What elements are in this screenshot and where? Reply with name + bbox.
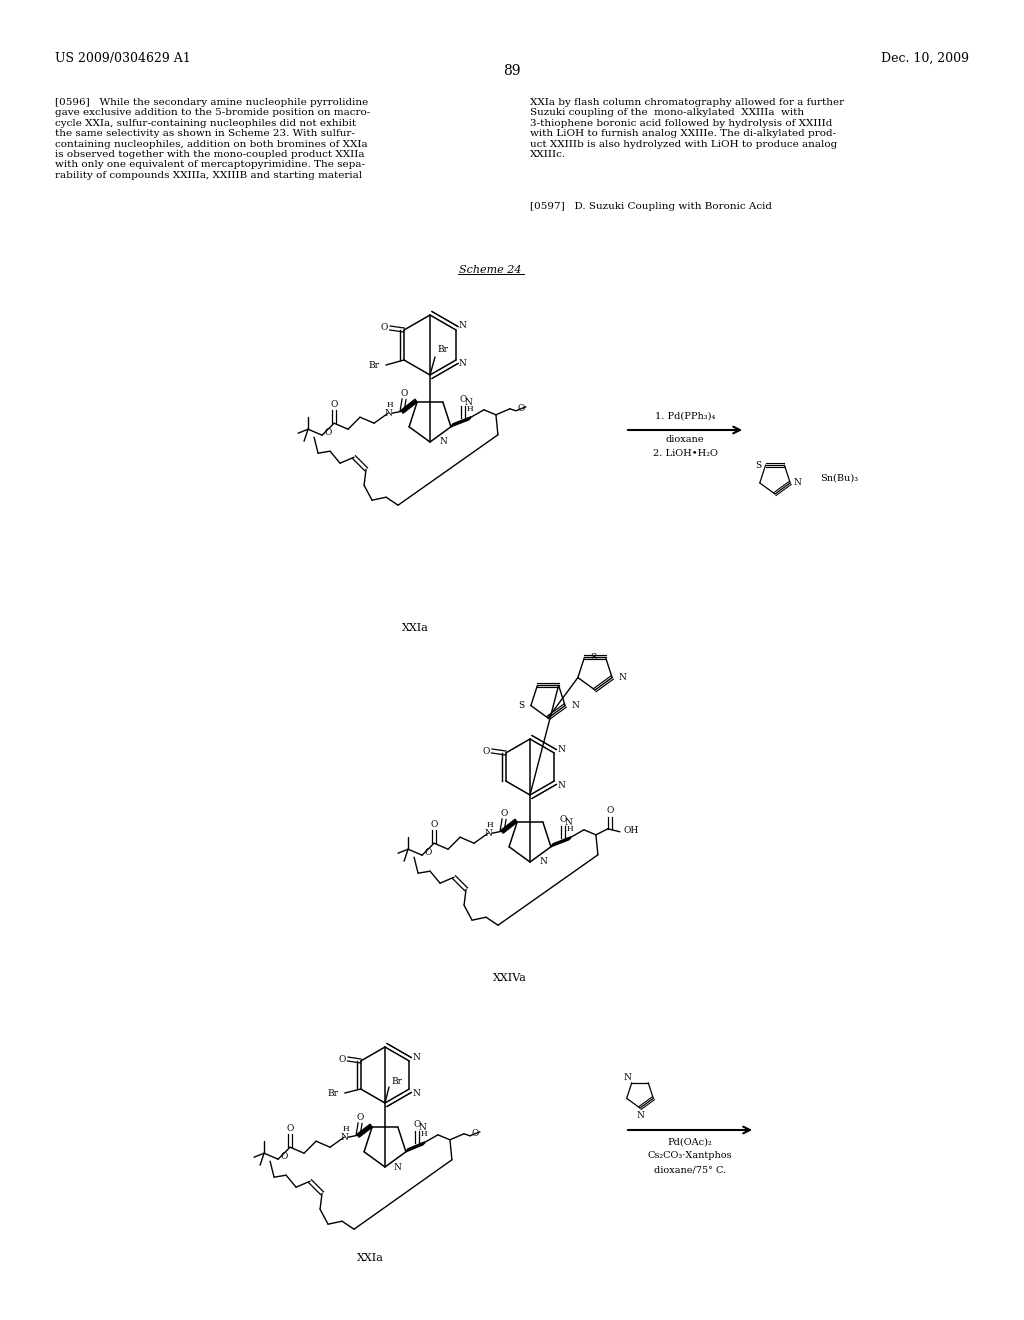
Text: O: O [472,1130,479,1138]
Text: Sn(Bu)₃: Sn(Bu)₃ [820,474,858,483]
Text: O: O [482,747,489,755]
Polygon shape [551,837,571,847]
Text: N: N [557,744,565,754]
Text: XXIa: XXIa [401,623,428,634]
Text: O: O [331,400,338,409]
Text: N: N [794,478,801,487]
Text: N: N [624,1073,632,1081]
Text: Pd(OAc)₂: Pd(OAc)₂ [668,1138,713,1147]
Polygon shape [501,820,517,833]
Text: Br: Br [437,346,449,355]
Polygon shape [406,1142,425,1152]
Text: O: O [559,816,566,824]
Text: N: N [539,858,547,866]
Text: XXIa by flash column chromatography allowed for a further
Suzuki coupling of the: XXIa by flash column chromatography allo… [530,98,844,158]
Text: 89: 89 [503,63,521,78]
Text: O: O [501,809,508,817]
Text: N: N [413,1089,420,1097]
Text: N: N [465,399,473,408]
Text: O: O [338,1055,345,1064]
Text: O: O [281,1152,288,1160]
Text: N: N [413,1052,420,1061]
Text: N: N [557,780,565,789]
Text: O: O [325,428,332,437]
Text: N: N [340,1133,348,1142]
Text: S: S [756,461,762,470]
Text: O: O [287,1123,294,1133]
Text: N: N [439,437,446,446]
Text: O: O [518,404,525,413]
Text: OH: OH [624,826,639,836]
Text: S: S [518,701,524,710]
Text: N: N [384,409,392,417]
Polygon shape [357,1125,372,1138]
Text: dioxane: dioxane [666,436,705,445]
Text: N: N [571,701,579,710]
Text: O: O [414,1121,421,1130]
Text: Br: Br [368,360,379,370]
Text: O: O [425,847,432,857]
Text: [0596]   While the secondary amine nucleophile pyrrolidine
gave exclusive additi: [0596] While the secondary amine nucleop… [55,98,371,180]
Text: H: H [421,1130,427,1138]
Text: S: S [591,653,597,661]
Text: O: O [606,807,613,816]
Text: XXIa: XXIa [356,1253,383,1263]
Polygon shape [451,417,471,426]
Text: Cs₂CO₃·Xantphos: Cs₂CO₃·Xantphos [648,1151,732,1160]
Text: H: H [387,401,393,409]
Text: H: H [467,405,473,413]
Text: N: N [618,673,626,682]
Text: 2. LiOH•H₂O: 2. LiOH•H₂O [652,450,718,458]
Text: Dec. 10, 2009: Dec. 10, 2009 [881,51,969,65]
Text: N: N [636,1110,644,1119]
Text: N: N [394,1163,401,1172]
Text: [0597]   D. Suzuki Coupling with Boronic Acid: [0597] D. Suzuki Coupling with Boronic A… [530,202,772,211]
Text: H: H [566,825,573,833]
Text: O: O [400,388,408,397]
Text: N: N [459,359,467,368]
Text: H: H [343,1125,349,1133]
Text: US 2009/0304629 A1: US 2009/0304629 A1 [55,51,190,65]
Text: N: N [459,322,467,330]
Text: 1. Pd(PPh₃)₄: 1. Pd(PPh₃)₄ [654,412,715,421]
Text: XXIVa: XXIVa [494,973,527,983]
Text: N: N [565,818,572,828]
Text: dioxane/75° C.: dioxane/75° C. [654,1166,726,1175]
Text: O: O [380,323,388,333]
Text: N: N [484,829,492,838]
Text: O: O [430,820,437,829]
Text: O: O [459,395,467,404]
Text: Br: Br [391,1077,402,1085]
Text: Scheme 24: Scheme 24 [459,265,521,275]
Text: O: O [356,1113,364,1122]
Polygon shape [401,399,417,413]
Text: Br: Br [328,1089,339,1097]
Text: H: H [486,821,494,829]
Text: N: N [419,1123,427,1133]
